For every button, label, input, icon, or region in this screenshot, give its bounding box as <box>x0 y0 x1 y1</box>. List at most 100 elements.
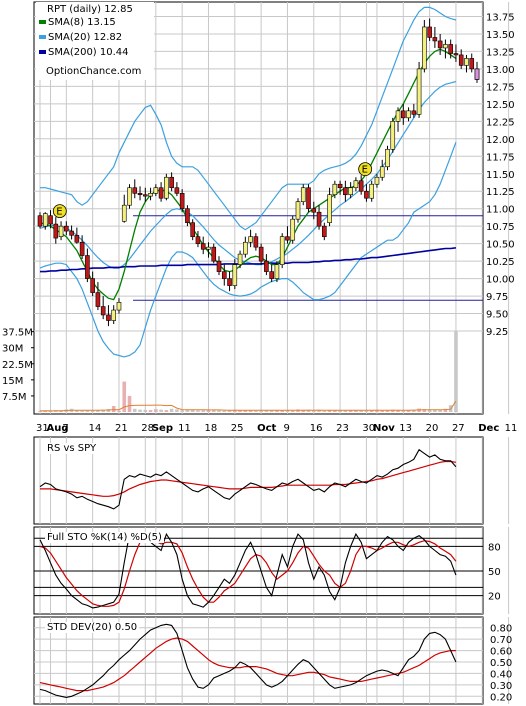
volume-bar <box>201 410 206 412</box>
x-tick-label: Dec <box>478 423 499 434</box>
candle-body <box>248 236 253 243</box>
price-tick-label: 13.00 <box>486 65 515 76</box>
candle-body <box>106 314 111 321</box>
price-tick-label: 11.25 <box>486 187 515 198</box>
price-title: RPT (daily) 12.85 <box>47 4 133 15</box>
price-tick-label: 10.50 <box>486 240 515 251</box>
candle-body <box>237 253 243 265</box>
volume-bar <box>396 409 400 412</box>
candle <box>264 254 269 276</box>
candle-body <box>137 193 143 196</box>
price-tick-label: 11.50 <box>486 170 515 181</box>
candle <box>469 53 475 73</box>
candle <box>448 39 453 59</box>
volume-bar <box>217 410 221 412</box>
x-tick-label: 23 <box>336 423 349 434</box>
candle <box>374 173 380 188</box>
candle <box>322 222 327 241</box>
candle <box>137 186 143 201</box>
x-tick-label: 11 <box>178 423 191 434</box>
volume-bar <box>338 410 342 412</box>
candle <box>437 33 443 55</box>
volume-bar <box>143 409 148 412</box>
candle <box>458 49 464 69</box>
sto-title: Full STO %K(14) %D(5) <box>47 532 162 543</box>
candle-body <box>69 230 74 236</box>
candle-body <box>406 110 411 119</box>
volume-bar <box>275 409 279 412</box>
std-line <box>39 623 457 698</box>
candle <box>311 201 317 220</box>
candle-body <box>95 292 101 307</box>
candle <box>164 173 169 201</box>
candle-body <box>174 187 180 194</box>
volume-bar <box>122 381 127 412</box>
volume-bar <box>401 410 406 412</box>
candle-body <box>390 121 396 150</box>
legend-label: SMA(8) 13.15 <box>48 17 116 28</box>
candle <box>211 243 217 264</box>
price-tick-label: 12.75 <box>486 82 515 93</box>
candle-body <box>358 180 364 192</box>
volume-bar <box>254 410 258 412</box>
candle-body <box>343 187 348 196</box>
volume-bar <box>406 410 411 412</box>
volume-bar <box>127 395 132 412</box>
candle-body <box>458 54 464 66</box>
sto-tick-label: 50 <box>488 567 501 578</box>
volume-bar <box>290 410 295 412</box>
candle <box>369 180 374 202</box>
candle <box>116 298 122 314</box>
candle <box>427 18 432 41</box>
candle-body <box>116 302 122 311</box>
candle-body <box>385 148 390 168</box>
volume-bar <box>375 409 379 412</box>
title-background <box>45 532 165 543</box>
x-tick-label: Nov <box>373 423 395 434</box>
candle-body <box>190 222 195 237</box>
std-tick-label: 0.60 <box>490 647 512 658</box>
candle-body <box>132 187 138 194</box>
volume-bar <box>159 409 163 412</box>
candle-body <box>443 44 448 49</box>
candle <box>185 205 190 227</box>
candle-body <box>411 110 417 115</box>
legend-swatch <box>39 20 46 24</box>
volume-bar <box>243 410 248 412</box>
candle <box>206 242 211 258</box>
candle <box>58 221 64 241</box>
title-background <box>45 622 140 633</box>
rs-line <box>39 448 457 510</box>
volume-bar <box>196 410 200 412</box>
price-tick-label: 13.50 <box>486 30 515 41</box>
sto-d-line <box>39 537 457 607</box>
candle-body <box>353 180 359 189</box>
volume-bar <box>48 410 53 412</box>
candle-body <box>232 264 238 286</box>
candle <box>195 231 201 248</box>
candle-body <box>58 225 64 237</box>
volume-bar <box>75 410 79 412</box>
candle-body <box>169 176 174 189</box>
legend-label: SMA(20) 12.82 <box>48 32 122 43</box>
candle-body <box>206 246 211 250</box>
volume-average-line <box>39 400 457 412</box>
candle-body <box>274 264 280 279</box>
candle <box>306 184 311 213</box>
last-candle-body <box>474 68 480 80</box>
candle-body <box>290 218 296 241</box>
earnings-marker-label: E <box>362 165 368 176</box>
candle <box>432 26 438 48</box>
volume-bar <box>354 410 358 412</box>
x-tick-label: 30 <box>362 423 375 434</box>
price-tick-label: 11.00 <box>486 205 515 216</box>
candle <box>153 184 159 197</box>
candle <box>121 194 127 223</box>
volume-bar <box>138 409 142 412</box>
candle-body <box>158 187 164 199</box>
volume-bar <box>269 410 274 412</box>
candle <box>190 219 195 241</box>
std-tick-label: 0.40 <box>490 669 512 680</box>
x-tick-label: 28 <box>141 423 154 434</box>
